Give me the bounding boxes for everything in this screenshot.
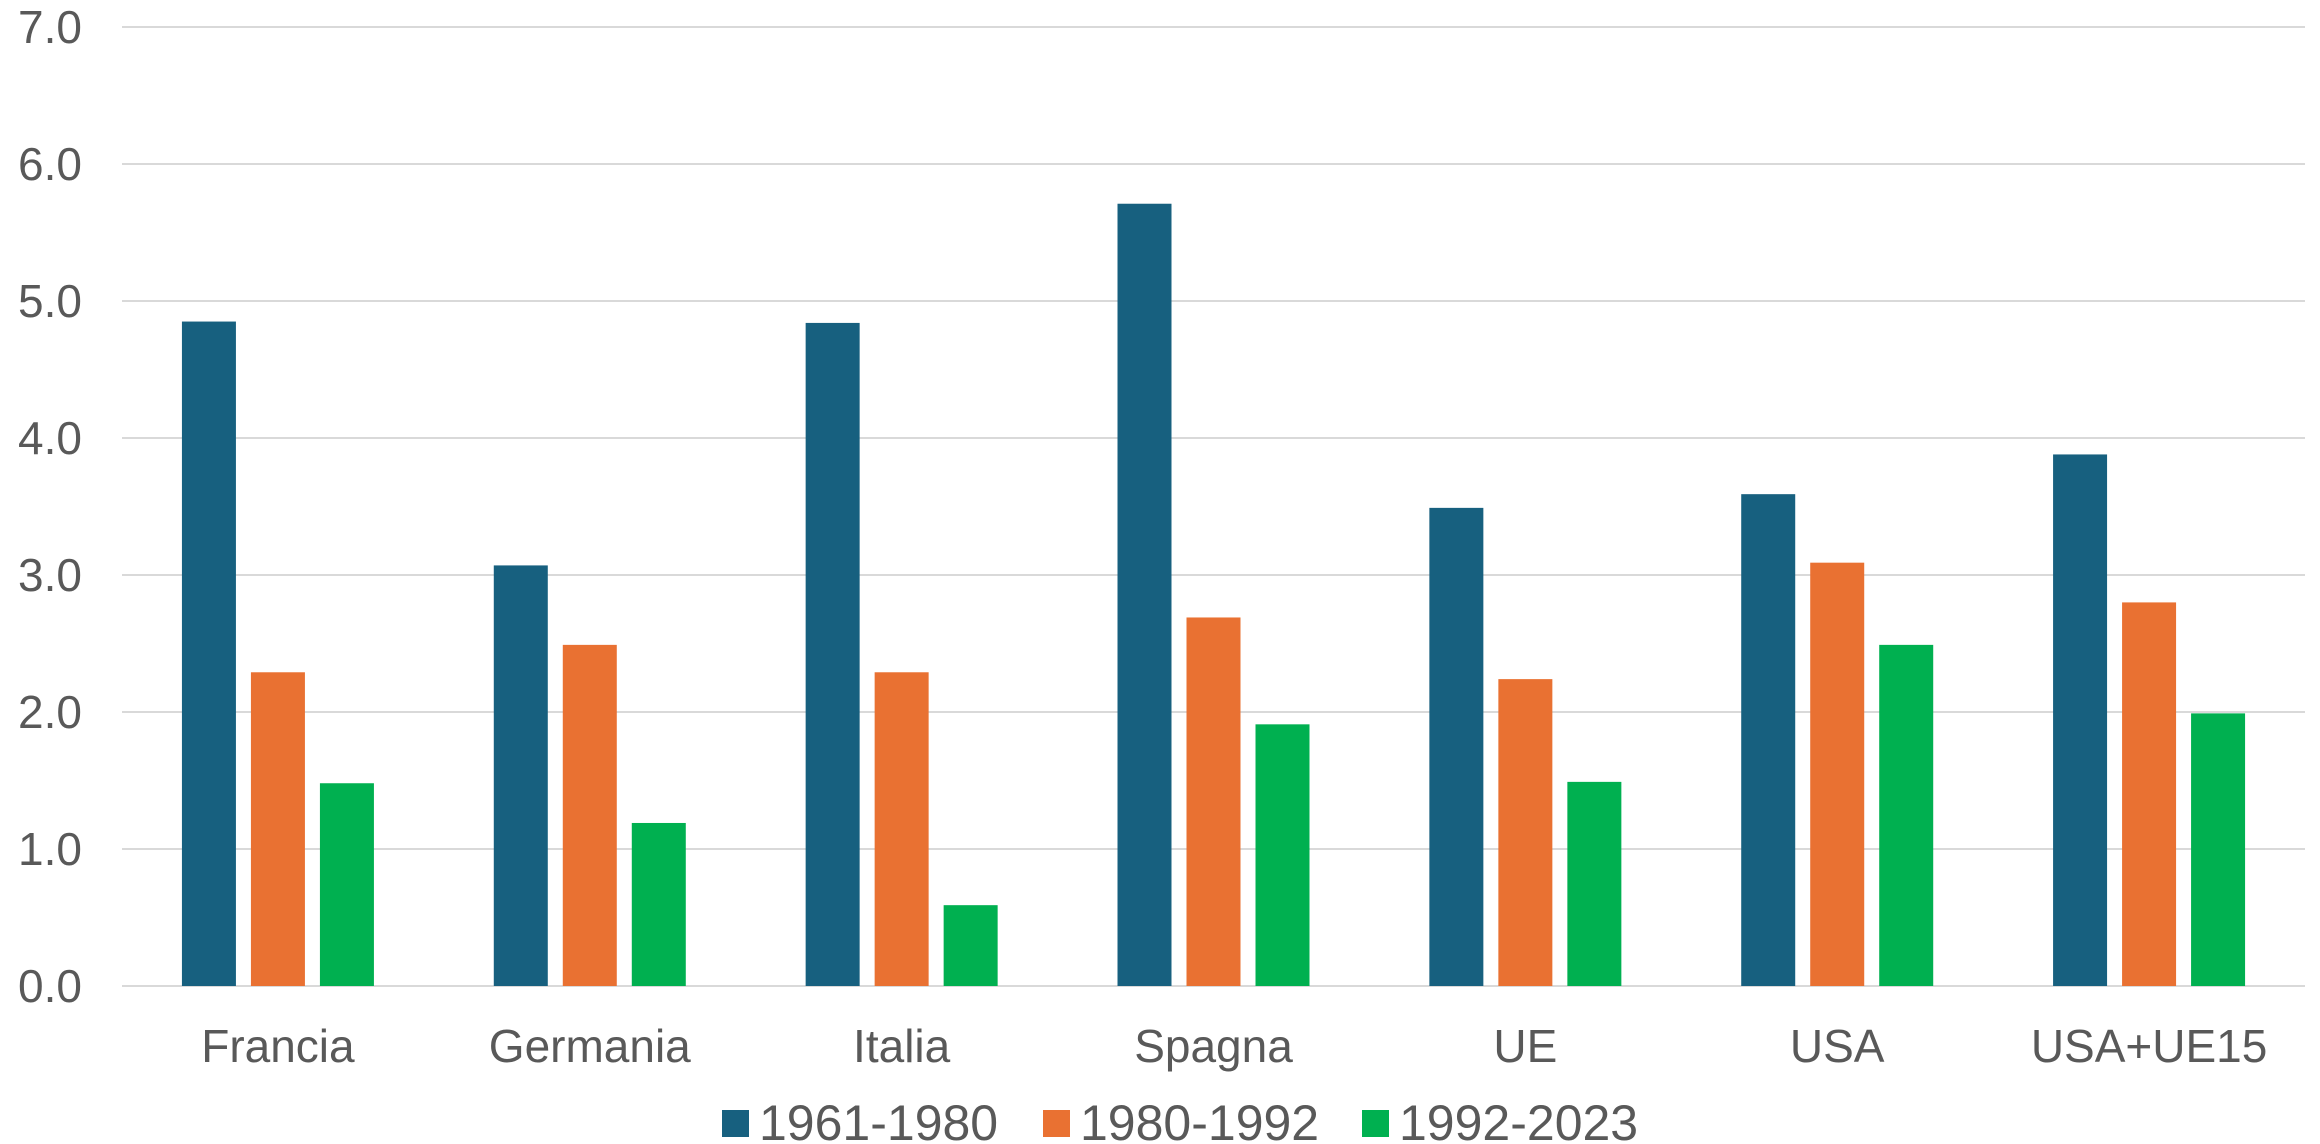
bar-italia-1992-2023 <box>943 905 998 986</box>
bar-francia-1992-2023 <box>319 783 374 986</box>
bar-germania-1980-1992 <box>562 644 617 986</box>
legend-label: 1992-2023 <box>1399 1095 1638 1144</box>
x-category-label: UE <box>1493 1020 1557 1072</box>
legend-label: 1961-1980 <box>759 1095 998 1144</box>
legend-label: 1980-1992 <box>1080 1095 1319 1144</box>
y-tick-label: 4.0 <box>18 412 82 464</box>
bar-ue-1961-1980 <box>1429 507 1484 986</box>
bar-spagna-1961-1980 <box>1117 203 1172 987</box>
bar-usa-1980-1992 <box>1810 562 1865 986</box>
x-category-label: USA+UE15 <box>2031 1020 2268 1072</box>
bar-usa-1992-2023 <box>1879 644 1934 986</box>
bar-spagna-1992-2023 <box>1255 724 1310 986</box>
y-tick-label: 5.0 <box>18 275 82 327</box>
bar-italia-1961-1980 <box>805 322 860 986</box>
y-tick-label: 2.0 <box>18 686 82 738</box>
bar-usa-ue15-1961-1980 <box>2053 454 2108 986</box>
y-tick-label: 6.0 <box>18 138 82 190</box>
y-tick-label: 0.0 <box>18 960 82 1012</box>
bar-italia-1980-1992 <box>874 672 929 986</box>
x-axis-category-labels: Francia Germania Italia Spagna UE USA USA+UE15 <box>201 1020 2267 1072</box>
y-tick-label: 7.0 <box>18 1 82 53</box>
bar-spagna-1980-1992 <box>1186 617 1241 986</box>
x-category-label: Spagna <box>1134 1020 1293 1072</box>
legend-swatch <box>1362 1110 1389 1137</box>
bar-ue-1992-2023 <box>1567 781 1622 986</box>
y-tick-label: 1.0 <box>18 823 82 875</box>
x-category-label: USA <box>1790 1020 1885 1072</box>
x-category-label: Germania <box>489 1020 691 1072</box>
legend: 1961-1980 1980-1992 1992-2023 <box>722 1095 1638 1144</box>
y-tick-label: 3.0 <box>18 549 82 601</box>
x-category-label: Italia <box>853 1020 951 1072</box>
bars <box>181 203 2246 987</box>
legend-swatch <box>722 1110 749 1137</box>
y-axis-tick-labels: 0.0 1.0 2.0 3.0 4.0 5.0 6.0 7.0 <box>18 1 82 1012</box>
bar-francia-1961-1980 <box>181 321 236 986</box>
bar-usa-1961-1980 <box>1741 494 1796 986</box>
legend-swatch <box>1043 1110 1070 1137</box>
bar-ue-1980-1992 <box>1498 679 1553 986</box>
bar-usa-ue15-1980-1992 <box>2122 602 2177 986</box>
bar-germania-1992-2023 <box>631 822 686 986</box>
bar-francia-1980-1992 <box>250 672 305 986</box>
bar-germania-1961-1980 <box>493 565 548 986</box>
x-category-label: Francia <box>201 1020 355 1072</box>
bar-usa-ue15-1992-2023 <box>2191 713 2246 986</box>
